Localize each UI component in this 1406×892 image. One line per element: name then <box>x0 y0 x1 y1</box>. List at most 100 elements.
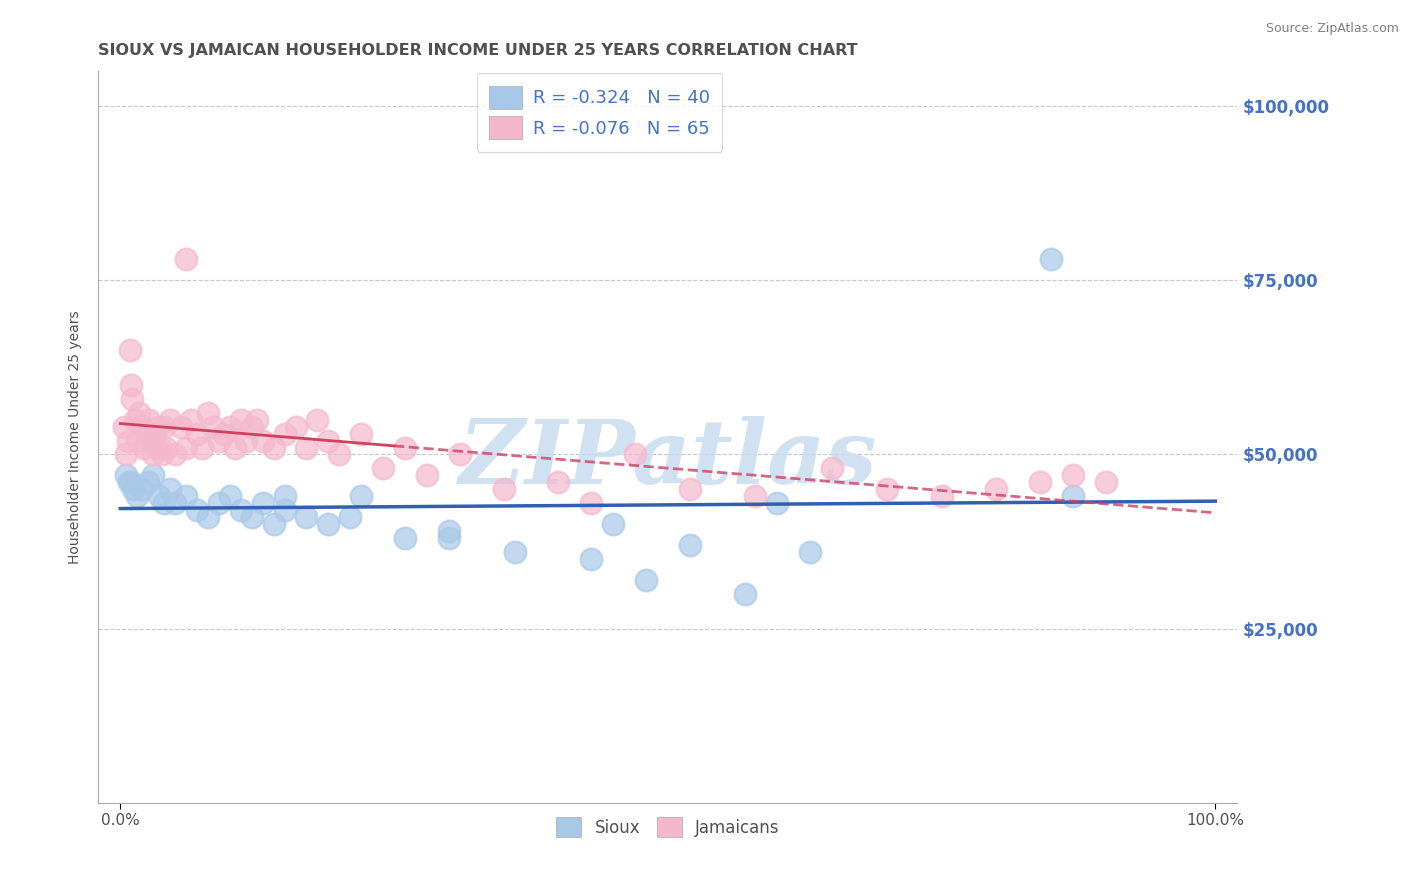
Point <box>121 392 143 406</box>
Point <box>240 510 263 524</box>
Point <box>602 517 624 532</box>
Point <box>148 489 170 503</box>
Point <box>307 412 329 426</box>
Point <box>165 496 187 510</box>
Point <box>273 426 295 441</box>
Point <box>876 483 898 497</box>
Point <box>169 419 191 434</box>
Point <box>131 483 153 497</box>
Point <box>318 434 340 448</box>
Point <box>224 441 246 455</box>
Point <box>1062 468 1084 483</box>
Point <box>128 406 150 420</box>
Point <box>153 419 176 434</box>
Point <box>252 434 274 448</box>
Point <box>218 419 240 434</box>
Point <box>114 468 136 483</box>
Point <box>679 483 702 497</box>
Point <box>131 419 153 434</box>
Point <box>146 419 169 434</box>
Point <box>1095 475 1118 490</box>
Point <box>263 441 285 455</box>
Point <box>120 343 142 357</box>
Point <box>1062 489 1084 503</box>
Point <box>114 448 136 462</box>
Point <box>165 448 187 462</box>
Point <box>318 517 340 532</box>
Point <box>186 503 208 517</box>
Point <box>799 545 821 559</box>
Point <box>218 489 240 503</box>
Point <box>416 468 439 483</box>
Text: SIOUX VS JAMAICAN HOUSEHOLDER INCOME UNDER 25 YEARS CORRELATION CHART: SIOUX VS JAMAICAN HOUSEHOLDER INCOME UND… <box>98 43 858 58</box>
Point <box>734 587 756 601</box>
Legend: Sioux, Jamaicans: Sioux, Jamaicans <box>548 809 787 846</box>
Point <box>120 377 142 392</box>
Point <box>174 252 197 267</box>
Point <box>142 448 165 462</box>
Point <box>766 496 789 510</box>
Point <box>579 496 602 510</box>
Point <box>155 441 177 455</box>
Point <box>284 419 307 434</box>
Point <box>235 434 257 448</box>
Point <box>328 448 350 462</box>
Point <box>159 483 181 497</box>
Point <box>273 503 295 517</box>
Point <box>174 489 197 503</box>
Point <box>744 489 766 503</box>
Point <box>208 496 231 510</box>
Text: ZIPatlas: ZIPatlas <box>460 416 876 502</box>
Y-axis label: Householder Income Under 25 years: Householder Income Under 25 years <box>69 310 83 564</box>
Point <box>197 510 219 524</box>
Point <box>350 489 373 503</box>
Point <box>118 475 141 490</box>
Point <box>159 412 181 426</box>
Point <box>547 475 569 490</box>
Point <box>295 510 318 524</box>
Point <box>149 441 172 455</box>
Point <box>136 475 159 490</box>
Point <box>125 434 148 448</box>
Point <box>394 441 416 455</box>
Text: Source: ZipAtlas.com: Source: ZipAtlas.com <box>1265 22 1399 36</box>
Point <box>174 441 197 455</box>
Point <box>263 517 285 532</box>
Point <box>679 538 702 552</box>
Point <box>492 483 515 497</box>
Point <box>986 483 1008 497</box>
Point <box>120 475 142 490</box>
Point <box>180 412 202 426</box>
Point <box>122 483 145 497</box>
Point <box>150 448 173 462</box>
Point <box>437 531 460 545</box>
Point <box>503 545 526 559</box>
Point <box>246 412 269 426</box>
Point <box>135 426 157 441</box>
Point <box>240 419 263 434</box>
Point <box>1040 252 1063 267</box>
Point <box>273 489 295 503</box>
Point <box>821 461 844 475</box>
Point <box>634 573 657 587</box>
Point <box>191 441 214 455</box>
Point <box>373 461 395 475</box>
Point <box>142 468 165 483</box>
Point <box>145 426 167 441</box>
Point <box>153 496 176 510</box>
Point <box>229 412 252 426</box>
Point <box>138 412 160 426</box>
Point <box>139 434 162 448</box>
Point <box>229 503 252 517</box>
Point <box>339 510 361 524</box>
Point <box>437 524 460 538</box>
Point <box>197 406 219 420</box>
Point <box>208 434 231 448</box>
Point <box>394 531 416 545</box>
Point <box>186 426 208 441</box>
Point <box>1029 475 1052 490</box>
Point <box>624 448 647 462</box>
Point <box>579 552 602 566</box>
Point <box>449 448 471 462</box>
Point <box>350 426 373 441</box>
